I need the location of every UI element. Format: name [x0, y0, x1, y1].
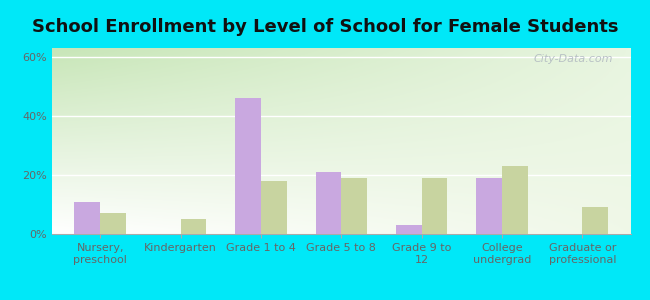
Bar — [582, 207, 608, 234]
Bar — [341, 178, 367, 234]
Bar — [422, 178, 447, 234]
Bar — [315, 172, 341, 234]
Bar — [476, 178, 502, 234]
Bar — [396, 225, 422, 234]
Bar — [75, 202, 100, 234]
Bar — [181, 219, 206, 234]
Bar — [235, 98, 261, 234]
Text: City-Data.com: City-Data.com — [534, 54, 613, 64]
Text: School Enrollment by Level of School for Female Students: School Enrollment by Level of School for… — [32, 18, 618, 36]
Bar — [502, 166, 528, 234]
Bar — [100, 213, 126, 234]
Bar — [261, 181, 287, 234]
